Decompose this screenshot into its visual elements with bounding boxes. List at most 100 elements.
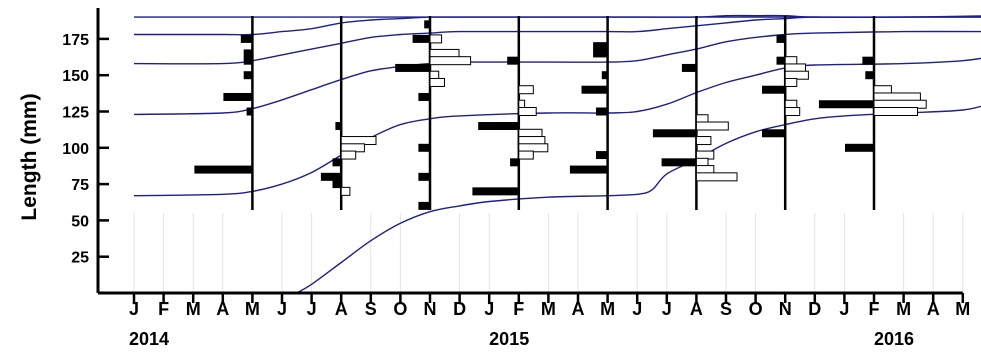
filled-frequency-bar — [776, 56, 786, 65]
filled-frequency-bar — [661, 158, 697, 167]
outline-frequency-bar — [340, 150, 357, 160]
filled-frequency-bar — [243, 49, 253, 58]
month-label: M — [955, 299, 970, 319]
filled-frequency-bar — [223, 92, 253, 101]
filled-frequency-bar — [581, 85, 608, 94]
filled-frequency-bar — [681, 63, 697, 72]
month-label: J — [839, 299, 849, 319]
month-label: D — [808, 299, 821, 319]
filled-frequency-bar — [412, 34, 430, 43]
filled-frequency-bar — [418, 143, 430, 152]
y-tick-label: 175 — [62, 32, 89, 49]
outline-frequency-bar — [340, 186, 351, 196]
y-axis-label: Length (mm) — [18, 93, 41, 220]
month-label: A — [335, 299, 348, 319]
year-label: 2014 — [129, 329, 169, 349]
filled-frequency-bar — [593, 42, 608, 51]
month-label: J — [484, 299, 494, 319]
month-gridlines — [133, 213, 964, 291]
month-label: J — [277, 299, 287, 319]
month-label: M — [896, 299, 911, 319]
filled-frequency-bar — [596, 107, 608, 116]
month-label: O — [393, 299, 407, 319]
filled-frequency-bar — [243, 56, 253, 65]
outline-frequency-bar — [695, 136, 712, 146]
filled-frequency-bar — [424, 20, 430, 29]
filled-frequency-bar — [335, 122, 342, 131]
month-label: A — [927, 299, 940, 319]
y-tick-label: 75 — [71, 177, 89, 194]
filled-frequency-bar — [818, 100, 874, 109]
month-label: A — [572, 299, 585, 319]
outline-frequency-bar — [784, 107, 801, 116]
filled-frequency-bar — [243, 71, 253, 80]
filled-frequency-bar — [569, 165, 608, 174]
filled-frequency-bar — [762, 85, 786, 94]
outline-frequency-bar — [429, 56, 472, 66]
filled-frequency-bar — [194, 165, 253, 174]
month-label: O — [749, 299, 763, 319]
month-label: J — [632, 299, 642, 319]
filled-frequency-bar — [510, 158, 519, 167]
filled-frequency-bar — [596, 151, 608, 160]
frequency-bars — [194, 16, 927, 210]
growth-curve — [133, 57, 981, 197]
month-label: M — [186, 299, 201, 319]
month-label: M — [245, 299, 260, 319]
filled-frequency-bar — [762, 129, 786, 138]
y-tick-label: 100 — [62, 141, 89, 158]
year-label: 2015 — [489, 329, 529, 349]
growth-curves — [133, 14, 981, 294]
y-tick-label: 50 — [71, 213, 89, 230]
outline-frequency-bar — [873, 107, 918, 116]
month-label: S — [720, 299, 732, 319]
outline-frequency-bar — [429, 77, 445, 87]
month-label: F — [869, 299, 880, 319]
month-label: D — [453, 299, 466, 319]
filled-frequency-bar — [862, 56, 874, 65]
month-label: A — [216, 299, 229, 319]
filled-frequency-bar — [652, 129, 697, 138]
growth-curve — [134, 14, 981, 36]
filled-frequency-bar — [418, 92, 430, 101]
month-label: N — [424, 299, 437, 319]
month-label: A — [690, 299, 703, 319]
month-label: F — [513, 299, 524, 319]
filled-frequency-bar — [240, 34, 253, 43]
filled-frequency-bar — [395, 63, 430, 72]
filled-frequency-bar — [478, 122, 519, 131]
outline-frequency-bar — [695, 172, 738, 182]
filled-frequency-bar — [472, 187, 519, 196]
y-tick-label: 125 — [62, 105, 89, 122]
outline-frequency-bar — [518, 150, 534, 160]
filled-frequency-bar — [593, 49, 608, 58]
filled-frequency-bar — [865, 71, 874, 80]
month-label: S — [365, 299, 377, 319]
filled-frequency-bar — [320, 172, 342, 181]
month-label: J — [129, 299, 139, 319]
filled-frequency-bar — [246, 107, 253, 116]
filled-frequency-bar — [418, 172, 430, 181]
filled-frequency-bar — [332, 180, 342, 189]
growth-curve — [133, 16, 981, 65]
growth-curve — [296, 105, 981, 294]
month-label: N — [779, 299, 792, 319]
outline-frequency-bar — [695, 121, 729, 131]
year-label: 2016 — [874, 329, 914, 349]
filled-frequency-bar — [845, 143, 874, 152]
filled-frequency-bar — [601, 71, 608, 80]
filled-frequency-bar — [776, 34, 786, 43]
month-label: J — [662, 299, 672, 319]
filled-frequency-bar — [507, 56, 519, 65]
outline-frequency-bar — [518, 85, 534, 95]
outline-frequency-bar — [429, 34, 443, 44]
month-label: J — [307, 299, 317, 319]
y-tick-label: 25 — [71, 250, 89, 267]
outline-frequency-bar — [518, 107, 537, 116]
outline-frequency-bar — [784, 77, 798, 87]
filled-frequency-bar — [418, 201, 430, 210]
month-label: M — [541, 299, 556, 319]
